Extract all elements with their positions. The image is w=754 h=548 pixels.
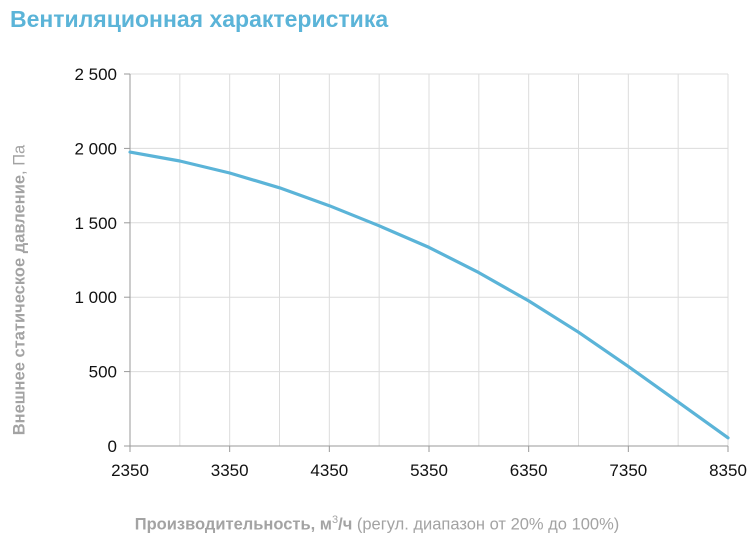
x-axis-unit-sup: 3 [331, 514, 339, 526]
x-tick-label: 7350 [609, 461, 647, 480]
x-tick-label: 4350 [310, 461, 348, 480]
data-point [627, 365, 629, 367]
y-tick-label: 2 000 [74, 139, 117, 158]
data-point [278, 187, 281, 189]
y-tick-label: 2 500 [74, 65, 117, 84]
tick-labels: 0 500 1 000 1 500 2 000 2 500 2350 3350 4350 5350… [74, 65, 746, 480]
y-tick-label: 0 [108, 437, 117, 456]
x-tick-label: 5350 [410, 461, 448, 480]
data-point [328, 205, 330, 207]
x-axis-unit-prefix: , м [310, 515, 332, 534]
chart-title: Вентиляционная характеристика [10, 6, 389, 32]
data-point [727, 437, 729, 439]
y-axis-label-unit: , Па [10, 144, 29, 175]
data-point [577, 331, 580, 333]
x-tick-label: 2350 [111, 461, 149, 480]
x-tick-label: 8350 [709, 461, 747, 480]
x-tick-label: 3350 [211, 461, 249, 480]
y-axis-label-bold: Внешнее статическое давление [10, 174, 29, 436]
series-layer [128, 150, 730, 440]
data-point [229, 172, 231, 174]
data-point [428, 246, 430, 248]
y-tick-label: 1 500 [74, 214, 117, 233]
data-point [378, 225, 380, 227]
y-axis-label: Внешнее статическое давление, Па [11, 145, 30, 436]
data-point [129, 151, 131, 153]
x-axis-unit-suffix: /ч [338, 515, 353, 534]
data-point [677, 401, 679, 403]
y-tick-label: 1 000 [74, 288, 117, 307]
data-point [179, 160, 181, 162]
grid-lines [130, 73, 729, 446]
data-point [528, 300, 530, 302]
x-axis-label-bold: Производительность [134, 515, 311, 534]
y-tick-label: 500 [89, 363, 117, 382]
x-tick-label: 6350 [510, 461, 548, 480]
x-axis-label: Производительность, м3/ч (регул. диапазо… [0, 514, 754, 535]
x-axis-label-note: (регул. диапазон от 20% до 100%) [352, 515, 620, 534]
data-point [478, 272, 480, 274]
axes [124, 73, 729, 452]
